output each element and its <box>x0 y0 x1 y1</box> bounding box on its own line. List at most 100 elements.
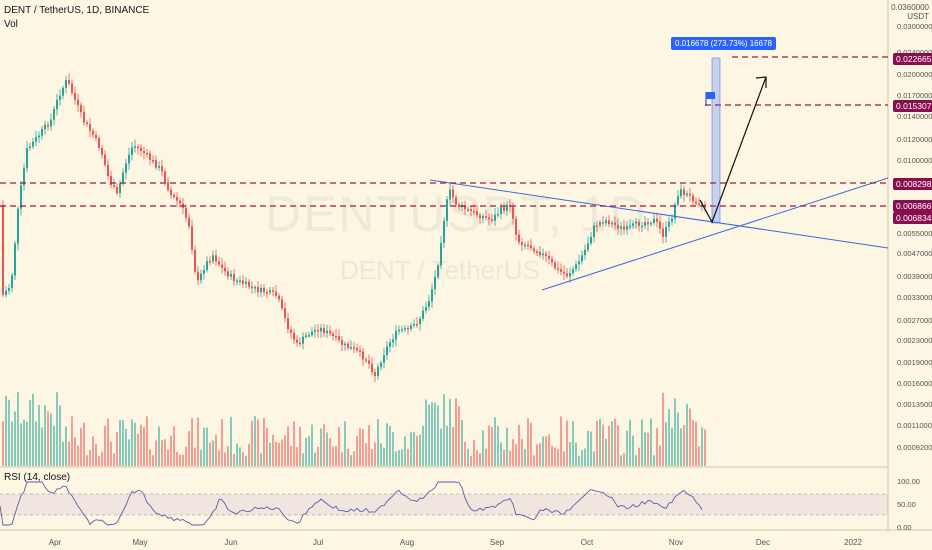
candle-body <box>377 366 379 377</box>
candle-body <box>101 147 103 155</box>
volume-bar <box>590 431 592 466</box>
candle-body <box>14 243 16 276</box>
volume-bar <box>203 427 205 466</box>
volume-label[interactable]: Vol <box>4 19 18 30</box>
candle-body <box>179 200 181 204</box>
candle-body <box>77 99 79 106</box>
candle-body <box>581 255 583 262</box>
volume-bar <box>170 435 172 466</box>
candle-body <box>434 276 436 290</box>
volume-bar <box>560 416 562 466</box>
volume-bar <box>335 446 337 466</box>
volume-bar <box>305 437 307 466</box>
volume-bar <box>518 424 520 466</box>
rsi-band <box>0 494 888 515</box>
candle-body <box>218 261 220 265</box>
candle-body <box>272 290 274 292</box>
volume-bar <box>164 439 166 466</box>
candle-body <box>392 339 394 343</box>
candle-body <box>332 333 334 336</box>
candle-body <box>338 336 340 341</box>
volume-bar <box>581 450 583 466</box>
candle-body <box>242 280 244 284</box>
volume-bar <box>104 425 106 466</box>
candle-body <box>173 194 175 197</box>
candle-body <box>479 215 481 219</box>
candle-body <box>194 249 196 272</box>
volume-bar <box>626 430 628 466</box>
symbol-title[interactable]: DENT / TetherUS, 1D, BINANCE <box>4 5 150 16</box>
candle-body <box>659 221 661 229</box>
candle-body <box>575 264 577 270</box>
volume-bar <box>527 418 529 466</box>
volume-bar <box>578 455 580 466</box>
volume-bar <box>656 428 658 466</box>
candle-body <box>560 269 562 272</box>
candle-body <box>401 329 403 331</box>
candle-body <box>398 329 400 332</box>
volume-bar <box>698 446 700 466</box>
candle-body <box>365 359 367 361</box>
candle-body <box>455 197 457 205</box>
volume-bar <box>365 442 367 466</box>
volume-bar <box>140 424 142 466</box>
candle-body <box>632 223 634 226</box>
volume-bar <box>194 447 196 466</box>
volume-bar <box>179 454 181 466</box>
currency-top-tick: 0.0360000 <box>891 3 929 12</box>
volume-bar <box>413 431 415 466</box>
volume-bar <box>155 440 157 466</box>
candle-body <box>23 168 25 186</box>
volume-bar <box>428 404 430 466</box>
price-tick: 0.0170000 <box>897 91 932 100</box>
rsi-tick: 50.00 <box>897 500 916 509</box>
candle-body <box>449 189 451 200</box>
candle-body <box>440 242 442 266</box>
candle-body <box>557 268 559 270</box>
x-tick-label: 2022 <box>844 538 862 547</box>
x-tick-label: Jul <box>313 538 323 547</box>
volume-bar <box>197 417 199 466</box>
volume-bar <box>41 427 43 466</box>
volume-bar <box>533 455 535 466</box>
x-tick-label: Oct <box>581 538 594 547</box>
volume-bar <box>491 426 493 466</box>
candle-body <box>419 318 421 325</box>
volume-bar <box>605 438 607 466</box>
volume-bar <box>530 422 532 466</box>
candle-body <box>287 318 289 330</box>
candle-body <box>323 327 325 334</box>
volume-bar <box>152 455 154 466</box>
volume-bar <box>383 447 385 466</box>
volume-bar <box>509 450 511 466</box>
volume-bar <box>377 419 379 466</box>
candle-body <box>110 175 112 186</box>
candle-body <box>470 209 472 212</box>
candle-body <box>551 258 553 263</box>
candle-body <box>11 275 13 289</box>
volume-bar <box>122 420 124 466</box>
candle-body <box>626 226 628 230</box>
volume-bar <box>77 445 79 466</box>
volume-bar <box>692 420 694 466</box>
candle-body <box>269 290 271 293</box>
volume-bar <box>587 430 589 466</box>
candle-body <box>296 339 298 343</box>
volume-bar <box>632 435 634 466</box>
candle-body <box>677 196 679 205</box>
candle-body <box>548 255 550 259</box>
volume-bar <box>608 425 610 466</box>
volume-bar <box>29 400 31 466</box>
candle-body <box>137 146 139 149</box>
rsi-label[interactable]: RSI (14, close) <box>4 472 71 483</box>
candle-body <box>305 335 307 337</box>
candle-body <box>554 262 556 269</box>
volume-bar <box>554 447 556 466</box>
candle-body <box>260 287 262 293</box>
candle-body <box>494 214 496 221</box>
candle-body <box>257 287 259 293</box>
candle-body <box>512 207 514 219</box>
candle-body <box>644 222 646 226</box>
watermark-name: DENT / TetherUS <box>340 255 540 285</box>
